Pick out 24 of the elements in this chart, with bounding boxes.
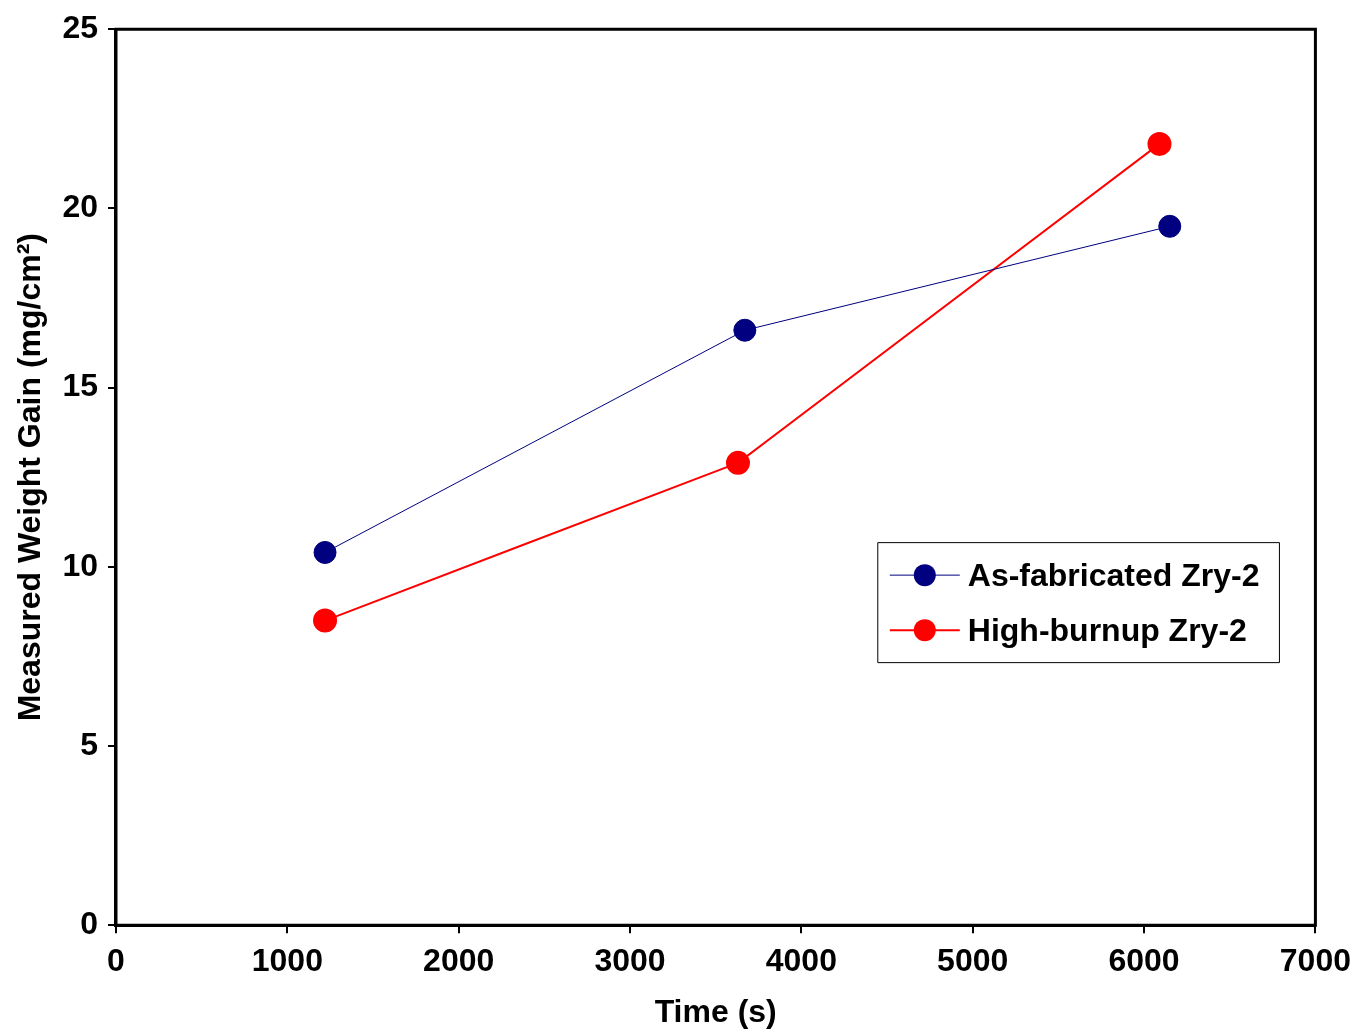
x-tick-label: 3000 — [594, 942, 666, 979]
x-axis-title: Time (s) — [654, 992, 777, 1029]
x-tick-label: 5000 — [937, 942, 1009, 979]
point — [313, 540, 337, 564]
x-tick-label: 1000 — [251, 942, 323, 979]
legend-label: As-fabricated Zry-2 — [967, 556, 1260, 593]
point — [733, 318, 757, 342]
y-tick-label: 5 — [80, 725, 98, 762]
point — [313, 608, 338, 633]
y-tick-label: 0 — [80, 905, 98, 942]
x-tick-label: 0 — [107, 942, 125, 979]
point — [725, 450, 750, 475]
x-tick-label: 4000 — [765, 942, 837, 979]
y-tick-label: 25 — [62, 9, 98, 46]
y-tick-label: 15 — [62, 367, 98, 404]
legend-label: High-burnup Zry-2 — [967, 611, 1247, 648]
x-tick-label: 2000 — [423, 942, 495, 979]
y-axis-title: Measured Weight Gain (mg/cm²) — [11, 233, 48, 722]
y-tick-label: 20 — [62, 188, 98, 225]
point — [1147, 131, 1172, 156]
point — [1158, 214, 1182, 238]
x-tick-label: 6000 — [1108, 942, 1180, 979]
y-tick-label: 10 — [62, 546, 98, 583]
x-tick-label: 7000 — [1279, 942, 1351, 979]
